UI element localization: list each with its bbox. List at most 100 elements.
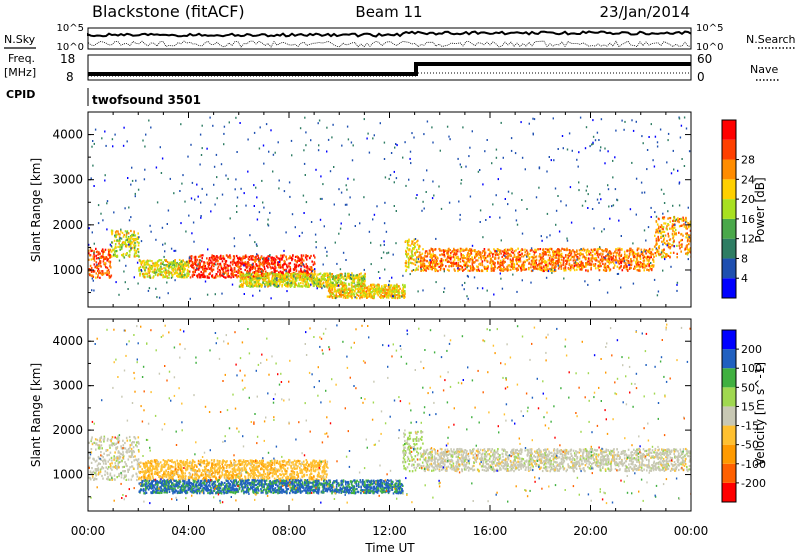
data-cell xyxy=(662,250,664,253)
data-cell xyxy=(255,264,258,267)
data-cell xyxy=(375,288,377,291)
data-cell xyxy=(483,259,486,262)
data-cell xyxy=(663,251,666,254)
data-cell xyxy=(373,285,376,289)
data-cell xyxy=(554,269,557,272)
data-cell xyxy=(164,273,167,276)
noise-cell xyxy=(267,218,269,221)
data-cell xyxy=(258,285,261,288)
data-cell xyxy=(511,265,513,268)
data-cell xyxy=(242,275,244,278)
noise-cell xyxy=(662,243,664,246)
data-cell xyxy=(515,256,518,259)
data-cell xyxy=(657,227,660,230)
noise-cell xyxy=(150,126,152,129)
data-cell xyxy=(627,262,629,265)
data-cell xyxy=(90,249,92,253)
data-cell xyxy=(313,275,315,278)
data-cell xyxy=(275,284,278,287)
data-cell xyxy=(160,262,162,265)
data-cell xyxy=(102,255,104,259)
noise-cell xyxy=(547,270,550,273)
noise-cell xyxy=(212,124,214,127)
noise-cell xyxy=(194,198,196,201)
data-cell xyxy=(599,263,601,266)
station-title: Blackstone (fitACF) xyxy=(92,2,245,21)
data-cell xyxy=(619,248,621,252)
data-cell xyxy=(447,248,449,252)
noise-cell xyxy=(598,279,601,282)
data-cell xyxy=(318,278,320,282)
noise-cell xyxy=(200,216,202,219)
data-cell xyxy=(548,262,551,265)
data-cell xyxy=(580,260,583,263)
data-cell xyxy=(570,250,573,253)
data-cell xyxy=(662,230,664,233)
data-cell xyxy=(509,253,511,256)
data-cell xyxy=(287,278,290,281)
data-cell xyxy=(303,274,305,277)
data-cell xyxy=(576,250,578,253)
noise-cell xyxy=(140,240,143,243)
data-cell xyxy=(256,274,258,277)
data-cell xyxy=(636,258,638,261)
data-cell xyxy=(198,265,201,268)
noise-cell xyxy=(532,269,534,272)
data-cell xyxy=(171,261,173,264)
data-cell xyxy=(420,264,422,267)
data-cell xyxy=(507,264,510,267)
data-cell xyxy=(104,272,106,275)
data-cell xyxy=(153,264,156,267)
noise-cell xyxy=(112,145,114,148)
data-cell xyxy=(535,267,537,270)
data-cell xyxy=(569,258,572,261)
data-cell xyxy=(211,268,213,271)
data-cell xyxy=(431,261,434,264)
data-cell xyxy=(303,265,306,268)
noise-cell xyxy=(253,184,255,187)
data-cell xyxy=(500,252,502,255)
data-cell xyxy=(586,250,588,253)
data-cell xyxy=(139,266,142,269)
data-cell xyxy=(104,264,106,267)
noise-cell xyxy=(118,259,121,262)
noise-cell xyxy=(322,183,324,186)
data-cell xyxy=(275,266,277,269)
data-cell xyxy=(166,276,169,279)
data-cell xyxy=(351,272,353,275)
data-cell xyxy=(152,262,154,265)
noise-cell xyxy=(546,236,548,239)
noise-cell xyxy=(476,287,479,290)
data-cell xyxy=(273,261,276,264)
data-cell xyxy=(346,295,349,298)
data-cell xyxy=(457,261,459,264)
noise-cell xyxy=(322,263,324,266)
noise-cell xyxy=(500,277,502,280)
data-cell xyxy=(265,262,267,265)
data-cell xyxy=(237,275,240,278)
data-cell xyxy=(407,263,410,266)
data-cell xyxy=(199,276,201,279)
data-cell xyxy=(519,260,521,263)
data-cell xyxy=(333,294,335,297)
data-cell xyxy=(410,255,412,258)
data-cell xyxy=(381,287,383,290)
data-cell xyxy=(293,266,296,269)
data-cell xyxy=(235,270,238,273)
data-cell xyxy=(555,253,558,256)
data-cell xyxy=(486,267,489,270)
noise-cell xyxy=(395,210,397,212)
noise-cell xyxy=(468,155,470,158)
data-cell xyxy=(190,255,193,258)
data-cell xyxy=(626,265,628,268)
freq-panel xyxy=(87,54,692,81)
data-cell xyxy=(392,290,395,293)
data-cell xyxy=(434,256,437,259)
data-cell xyxy=(671,232,674,235)
data-cell xyxy=(518,255,520,258)
noise-cell xyxy=(326,250,328,253)
data-cell xyxy=(455,252,458,255)
data-cell xyxy=(603,258,605,261)
noise-cell xyxy=(423,207,425,210)
